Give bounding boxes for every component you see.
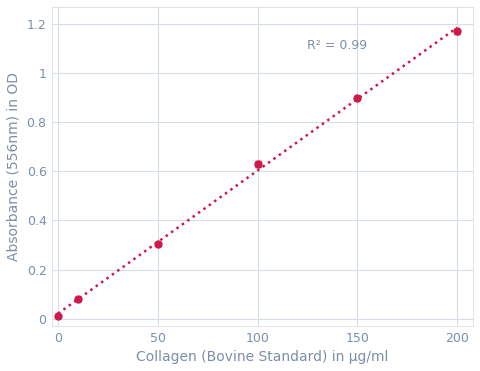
Text: R² = 0.99: R² = 0.99	[308, 39, 368, 52]
X-axis label: Collagen (Bovine Standard) in μg/ml: Collagen (Bovine Standard) in μg/ml	[136, 350, 389, 364]
Y-axis label: Absorbance (556nm) in OD: Absorbance (556nm) in OD	[7, 72, 21, 261]
